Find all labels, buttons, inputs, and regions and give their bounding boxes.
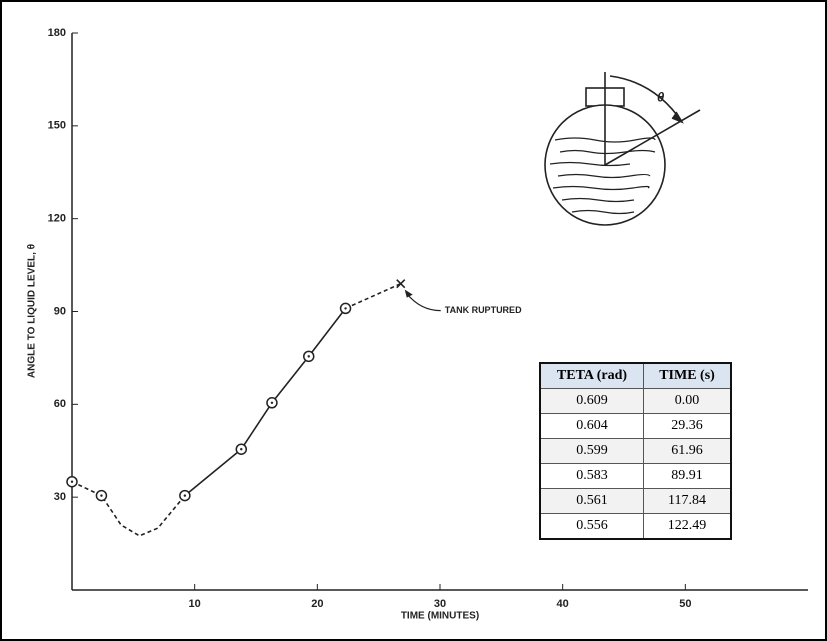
- annotation-arrowhead: [405, 290, 413, 298]
- x-mark: [397, 280, 405, 288]
- table-cell: 29.36: [644, 414, 732, 439]
- column-header: TETA (rad): [540, 363, 644, 389]
- curve: [185, 308, 346, 495]
- data-point-dot: [344, 307, 346, 309]
- y-tick-label: 60: [54, 398, 66, 410]
- y-tick-label: 30: [54, 491, 66, 503]
- border: [1, 1, 826, 640]
- data-point-dot: [184, 494, 186, 496]
- y-axis-label: ANGLE TO LIQUID LEVEL, θ: [27, 244, 38, 378]
- y-tick-label: 120: [48, 213, 66, 225]
- data-point-dot: [308, 355, 310, 357]
- curve: [346, 284, 401, 309]
- table-cell: 0.556: [540, 514, 644, 540]
- table-cell: 0.583: [540, 464, 644, 489]
- annotation-arrow: [407, 294, 441, 311]
- diagram-angle-label: θ: [657, 89, 664, 104]
- table-cell: 61.96: [644, 439, 732, 464]
- tank-diagram: [545, 72, 700, 225]
- data-point-dot: [271, 402, 273, 404]
- table-cell: 0.561: [540, 489, 644, 514]
- page: θ 30 60 90 120 150 180 10 20 30 40 50 TIME (MINUTES…: [0, 0, 827, 641]
- table-cell: 0.599: [540, 439, 644, 464]
- chart: θ 30 60 90 120 150 180 10 20 30 40 50 TIME (MINUTES…: [0, 0, 827, 641]
- table-cell: 117.84: [644, 489, 732, 514]
- column-header: TIME (s): [644, 363, 732, 389]
- rupture-point: [397, 280, 405, 288]
- data-point-dot: [100, 494, 102, 496]
- table-cell: 122.49: [644, 514, 732, 540]
- x-tick-label: 40: [557, 598, 569, 610]
- y-tick-label: 180: [48, 27, 66, 39]
- y-tick-label: 150: [48, 120, 66, 132]
- table-header: TETA (rad)TIME (s): [540, 363, 731, 389]
- x-tick-label: 30: [434, 598, 446, 610]
- curve: [72, 482, 185, 536]
- y-tick-label: 90: [54, 305, 66, 317]
- x-axis-label: TIME (MINUTES): [401, 611, 479, 622]
- x-tick-label: 20: [311, 598, 323, 610]
- annotation: TANK RUPTURED: [445, 305, 522, 315]
- table-cell: 0.609: [540, 389, 644, 414]
- x-tick-label: 50: [679, 598, 691, 610]
- x-tick-label: 10: [189, 598, 201, 610]
- table-cell: 89.91: [644, 464, 732, 489]
- table-cell: 0.604: [540, 414, 644, 439]
- table-cell: 0.00: [644, 389, 732, 414]
- data-point-dot: [71, 480, 73, 482]
- data-point-dot: [240, 448, 242, 450]
